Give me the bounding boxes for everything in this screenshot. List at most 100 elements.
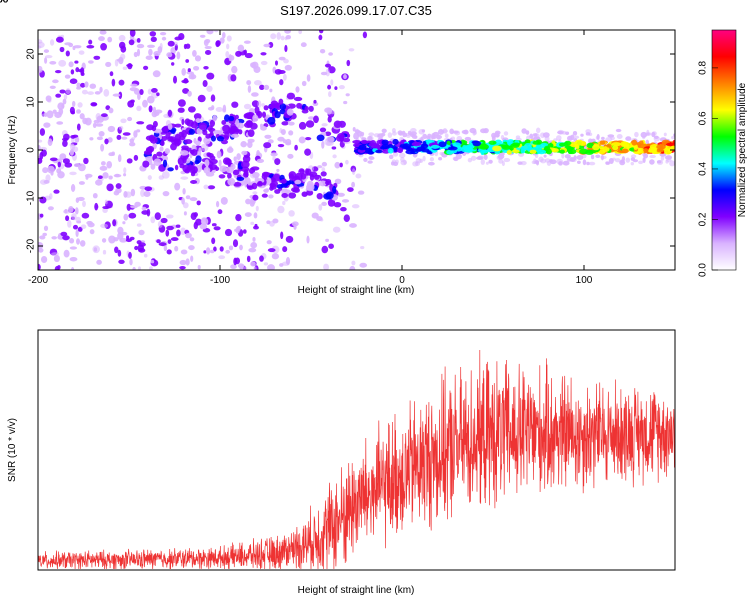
- spectrogram-blob: [426, 150, 432, 155]
- spectrogram-blob: [183, 78, 189, 84]
- spectrogram-blob: [269, 88, 273, 93]
- spectrogram-blob: [503, 131, 509, 136]
- spectrogram-blob: [236, 153, 241, 161]
- spectrogram-blob: [71, 267, 75, 270]
- spectrogram-blob: [328, 91, 332, 98]
- spectrogram-blob: [99, 30, 107, 35]
- spectrogram-blob: [38, 157, 43, 164]
- spectrogram-blob: [138, 242, 146, 247]
- spectrogram-blob: [49, 85, 56, 89]
- spectrogram-blob: [189, 197, 198, 202]
- spectrogram-blob: [76, 82, 81, 88]
- spectrogram-blob: [145, 55, 153, 60]
- spectrogram-blob: [325, 191, 334, 200]
- spectrogram-blob: [430, 144, 440, 149]
- spectrogram-blob: [64, 74, 71, 79]
- spectrogram-blob: [233, 156, 237, 162]
- spectrogram-blob: [285, 257, 291, 265]
- spectrogram-blob: [97, 175, 103, 180]
- spectrogram-blob: [206, 30, 214, 35]
- spectrogram-blob: [529, 149, 537, 154]
- spectrogram-blob: [118, 91, 123, 100]
- spectrogram-blob: [308, 105, 314, 112]
- spectrogram-blob: [211, 237, 216, 245]
- spectrogram-blob: [321, 123, 328, 127]
- spectrogram-blob: [660, 156, 665, 161]
- spectrogram-blob: [133, 130, 138, 138]
- spectrogram-blob: [480, 128, 487, 134]
- colorbar-tick-label: 0.2: [698, 212, 709, 226]
- spectrogram-blob: [588, 161, 596, 166]
- spectrogram-blob: [637, 147, 645, 154]
- spectrogram-blob: [241, 150, 248, 156]
- spectrogram-blob: [175, 224, 181, 228]
- snr-y-tick-label: 0: [0, 0, 3, 6]
- spectrogram-blob: [332, 185, 337, 194]
- spectrogram-blob: [564, 154, 571, 159]
- spectrogram-blob: [206, 72, 215, 80]
- spectrogram-blob: [82, 200, 86, 208]
- spectrogram-blob: [44, 57, 48, 64]
- spectrogram-blob: [189, 237, 195, 242]
- spectrogram-blob: [239, 266, 248, 270]
- spectrogram-blob: [179, 150, 189, 156]
- spectrogram-blob: [81, 212, 90, 219]
- spectrogram-blob: [154, 212, 161, 220]
- spectrogram-blob: [224, 131, 230, 139]
- spectrogram-blob: [398, 152, 406, 159]
- spectrogram-blob: [122, 66, 128, 70]
- colorbar-tick-label: 0.4: [698, 162, 709, 176]
- spectrogram-blob: [138, 229, 145, 236]
- snr-x-tick-label: -200: [0, 0, 10, 3]
- spectrogram-blob: [340, 207, 347, 212]
- spectrogram-blob: [49, 60, 57, 65]
- spectrogram-blob: [218, 159, 222, 167]
- spectrogram-blob: [117, 226, 124, 235]
- spectrogram-blob: [198, 122, 208, 130]
- spectrogram-blob: [76, 238, 80, 245]
- spectrogram-blob: [211, 105, 215, 111]
- spectrogram-blob: [118, 79, 125, 86]
- spectrogram-blob: [472, 140, 481, 147]
- spectrogram-blob: [236, 122, 244, 129]
- spectrogram-blob: [180, 227, 187, 236]
- spectrogram-blob: [216, 150, 222, 159]
- spectrogram-blob: [452, 156, 457, 161]
- spectrogram-blob: [38, 139, 43, 143]
- spectrogram-blob: [137, 92, 141, 101]
- spectrogram-blob: [334, 86, 338, 90]
- spectrogram-blob: [665, 159, 669, 164]
- spectrogram-blob: [207, 185, 216, 190]
- spectrogram-blob: [156, 239, 161, 244]
- spectrogram-blob: [324, 107, 333, 114]
- spectrogram-blob: [411, 141, 422, 147]
- spectrogram-blob: [511, 149, 520, 154]
- spectrogram-blob: [51, 252, 59, 256]
- spectrogram-blob: [339, 134, 344, 142]
- spectrogram-blob: [62, 235, 70, 241]
- spectrogram-blob: [129, 87, 138, 92]
- spectrogram-blob: [230, 264, 237, 270]
- spectrogram-blob: [282, 246, 288, 253]
- spectrogram-blob: [113, 190, 120, 196]
- spectrogram-blob: [511, 142, 521, 147]
- spectrogram-blob: [74, 136, 80, 143]
- spectrogram-blob: [279, 109, 286, 115]
- spectrogram-blob: [76, 220, 82, 224]
- spectrogram-blob: [292, 187, 300, 193]
- spectrogram-blob: [321, 161, 328, 167]
- spectrogram-blob: [122, 132, 131, 136]
- spectrogram-blob: [288, 130, 294, 136]
- spectrogram-blob: [150, 216, 156, 224]
- spectrogram-blob: [69, 171, 77, 176]
- spectrogram-blob: [80, 82, 86, 88]
- spectrogram-blob: [532, 140, 541, 145]
- colorbar-frame: [711, 29, 737, 271]
- spectrogram-blob: [280, 35, 285, 41]
- spectrogram-blob: [219, 37, 225, 44]
- spectrogram-blob: [222, 108, 227, 113]
- spectrogram-blob: [186, 119, 194, 127]
- spectrogram-blob: [174, 245, 179, 252]
- spectrogram-blob: [109, 71, 114, 77]
